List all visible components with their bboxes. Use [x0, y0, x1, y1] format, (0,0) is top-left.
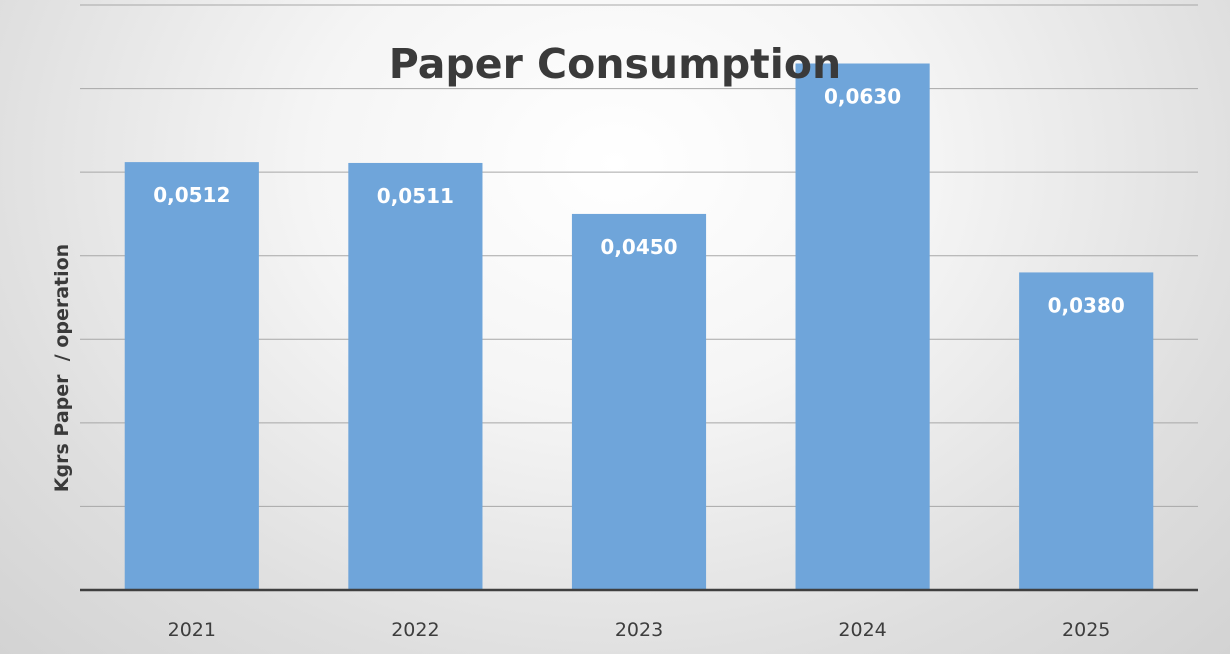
data-label-2025: 0,0380 — [1048, 293, 1125, 317]
x-tick-label-2021: 2021 — [168, 619, 216, 641]
bar-2021 — [124, 162, 259, 590]
x-tick-labels: 2021 2022 2023 2024 2025 — [168, 619, 1111, 641]
y-axis-label: Kgrs Paper / operation — [51, 243, 73, 493]
x-tick-label-2023: 2023 — [615, 619, 663, 641]
x-tick-label-2024: 2024 — [838, 619, 886, 641]
x-tick-label-2022: 2022 — [391, 619, 439, 641]
data-label-2023: 0,0450 — [600, 235, 677, 259]
bar-2022 — [348, 162, 483, 590]
bar-2023 — [571, 213, 707, 590]
data-label-2022: 0,0511 — [377, 184, 454, 208]
data-label-2021: 0,0512 — [153, 183, 230, 207]
bars — [124, 63, 1154, 590]
x-tick-label-2025: 2025 — [1062, 619, 1110, 641]
bar-2024 — [795, 63, 930, 590]
data-label-2024: 0,0630 — [824, 85, 901, 109]
bar-2025 — [1019, 272, 1154, 590]
chart-title: Paper Consumption — [388, 40, 842, 88]
data-labels: 0,0512 0,0511 0,0450 0,0630 0,0380 — [153, 85, 1125, 318]
